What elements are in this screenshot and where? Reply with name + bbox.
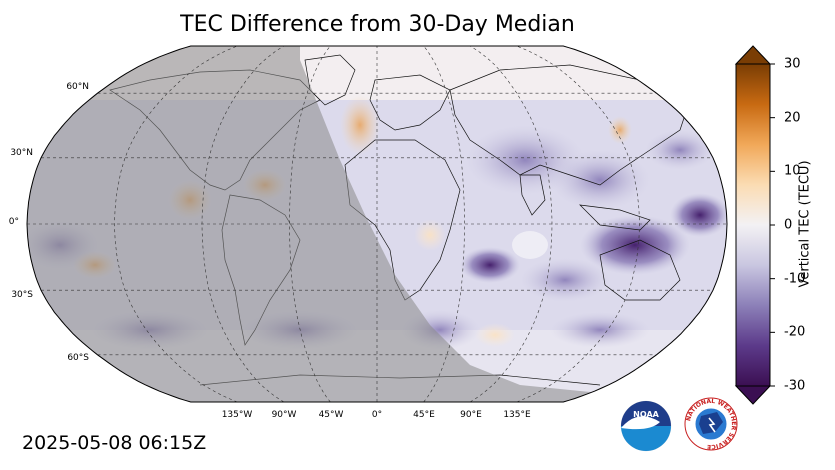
colorbar-tick-label: 20 (784, 110, 801, 126)
timestamp: 2025-05-08 06:15Z (22, 432, 207, 454)
graticule-meridian (114, 46, 238, 402)
map-title: TEC Difference from 30-Day Median (180, 12, 575, 37)
lat-label-30n: 30°N (10, 148, 33, 158)
night-shading (27, 46, 727, 402)
colorbar-tick-label: 10 (784, 163, 801, 179)
colorbar-label: Vertical TEC (TECU) (797, 160, 813, 288)
lat-label-60s: 60°S (67, 353, 89, 363)
graticule-meridian (423, 46, 465, 402)
lon-label-90e: 90°E (460, 410, 482, 420)
graticule-meridian (469, 46, 553, 402)
colorbar-tick-label: -10 (784, 271, 806, 287)
graticule-meridian (201, 46, 285, 402)
graticule (27, 46, 727, 402)
noaa-logo-text: NOAA (633, 410, 659, 419)
lon-label-135e: 135°E (503, 410, 531, 420)
lon-label-90w: 90°W (272, 410, 297, 420)
lon-label-45w: 45°W (319, 410, 344, 420)
noaa-logo: NOAA (620, 400, 672, 452)
lat-label-30s: 30°S (11, 290, 33, 300)
lon-label-135w: 135°W (222, 410, 253, 420)
nws-logo: NATIONAL WEATHER SERVICE (684, 397, 738, 451)
graticule-meridian (516, 46, 640, 402)
colorbar-top-arrow (734, 45, 772, 65)
lat-label-60n: 60°N (66, 82, 89, 92)
lon-label-0: 0° (372, 410, 382, 420)
lat-label-0: 0° (9, 217, 19, 227)
colorbar (734, 45, 775, 405)
lon-label-45e: 45°E (413, 410, 435, 420)
colorbar-tick-label: -20 (784, 324, 806, 340)
colorbar-tick-label: 0 (784, 217, 793, 233)
graticule-meridian (289, 46, 331, 402)
colorbar-bottom-arrow (734, 385, 772, 405)
globe-outline (26, 45, 728, 403)
colorbar-tick-label: 30 (784, 56, 801, 72)
colorbar-tick-label: -30 (784, 378, 806, 394)
